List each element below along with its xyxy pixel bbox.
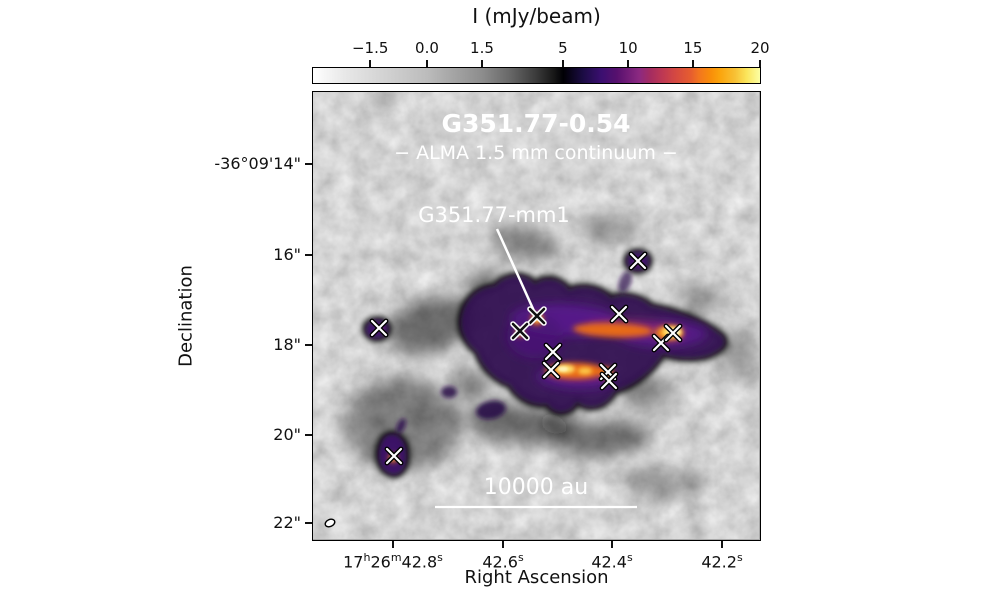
colorbar-tick-label: 1.5 (470, 39, 494, 57)
y-axis-label: Declination (175, 265, 197, 367)
x-tick-text: 42.6 (482, 552, 518, 572)
y-tick-label: 18" (273, 335, 301, 354)
y-tick-label: 20" (273, 425, 301, 444)
colorbar-tick-label: 15 (683, 39, 703, 57)
colorbar-tick (627, 60, 630, 67)
x-tick-label: 42.2s (701, 551, 742, 571)
source-marker-s11 (370, 319, 388, 337)
x-tick-superscript: s (626, 551, 633, 564)
x-tick-label: 17h26m42.8s (343, 551, 443, 571)
y-tick (305, 434, 312, 436)
colorbar-tick-label: 5 (558, 39, 568, 57)
source-marker-s3 (544, 343, 562, 361)
colorbar-tick (480, 60, 483, 67)
source-marker-s7 (610, 305, 628, 323)
x-tick-text: 42.4 (591, 552, 627, 572)
y-tick-label: 16" (273, 245, 301, 264)
alma-continuum-map: G351.77-0.54 − ALMA 1.5 mm continuum − G… (313, 92, 759, 539)
source-marker-s4 (542, 361, 560, 379)
x-tick-label: 42.4s (591, 551, 632, 571)
colorbar-tick-marks (313, 60, 761, 67)
source-marker-s12 (385, 447, 403, 465)
x-tick-superscript: s (517, 551, 524, 564)
colorbar-tick-label: 10 (618, 39, 638, 57)
source-marker-s2 (511, 322, 529, 340)
annotation-pointer-line (495, 228, 536, 312)
x-tick (611, 541, 613, 548)
x-tick-text: 42.8 (401, 552, 438, 572)
colorbar-tick-label: 20 (750, 39, 770, 57)
x-tick-text: 26 (370, 552, 391, 572)
scalebar-label: 10000 au (484, 475, 588, 500)
map-title: G351.77-0.54 (441, 109, 630, 138)
x-tick (721, 541, 723, 548)
plot-area: G351.77-0.54 − ALMA 1.5 mm continuum − G… (312, 91, 761, 541)
y-tick-label: -36°09'14" (214, 154, 301, 173)
colorbar-tick (691, 60, 694, 67)
source-marker-mm1 (528, 307, 546, 325)
colorbar-tick (425, 60, 428, 67)
source-marker-s6 (600, 372, 618, 390)
colorbar-tick-label: −1.5 (351, 39, 389, 57)
map-subtitle: − ALMA 1.5 mm continuum − (394, 142, 678, 164)
y-tick-label: 22" (273, 513, 301, 532)
colorbar-tick-label: 0.0 (415, 39, 439, 57)
source-marker-s8 (629, 252, 647, 270)
source-marker-s10 (664, 324, 682, 342)
x-tick-superscript: s (437, 551, 443, 564)
colorbar-tick (561, 60, 564, 67)
y-tick (305, 254, 312, 256)
x-tick-text: 42.2 (701, 552, 737, 572)
x-tick-superscript: m (390, 551, 402, 564)
colorbar-gradient (312, 67, 761, 84)
y-tick (305, 344, 312, 346)
x-tick (502, 541, 504, 548)
x-tick (392, 541, 394, 548)
y-tick (305, 163, 312, 165)
beam-ellipse (324, 518, 336, 528)
x-tick-superscript: h (363, 551, 371, 564)
x-tick-label: 42.6s (482, 551, 523, 571)
colorbar-title: I (mJy/beam) (472, 4, 601, 28)
colorbar-tick-labels: −1.5 0.0 1.5 5 10 15 20 (313, 39, 770, 57)
colorbar-tick (759, 60, 761, 67)
x-axis-label: Right Ascension (464, 567, 609, 588)
x-tick-superscript: s (736, 551, 743, 564)
source-annotation: G351.77-mm1 (418, 203, 570, 227)
source-markers (369, 251, 683, 466)
y-tick (305, 522, 312, 524)
colorbar-tick (369, 60, 372, 67)
x-tick-text: 17 (343, 552, 364, 572)
